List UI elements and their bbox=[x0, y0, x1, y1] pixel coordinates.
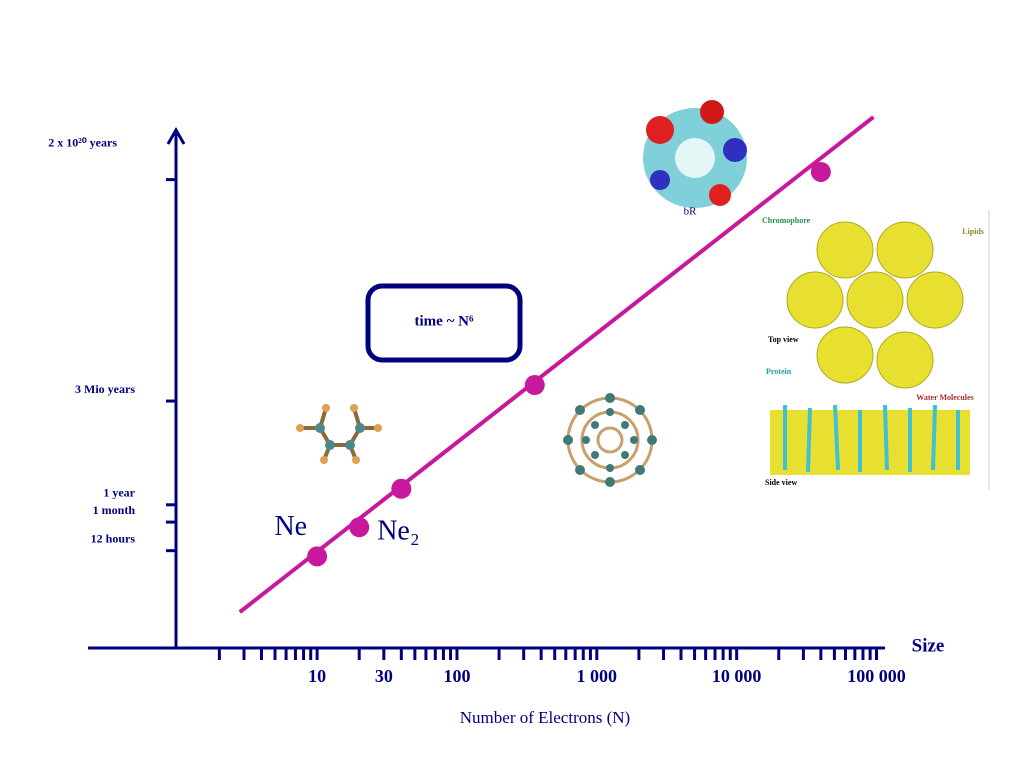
data-point bbox=[391, 478, 412, 499]
data-point bbox=[307, 546, 328, 567]
x-tick-label: 1 000 bbox=[577, 666, 618, 686]
x-axis-end-label: Size bbox=[912, 635, 945, 656]
image-label: Lipids bbox=[962, 227, 984, 236]
image-label: Top view bbox=[768, 335, 799, 344]
trend-line bbox=[238, 115, 875, 614]
image-label: Water Molecules bbox=[916, 393, 973, 402]
y-axis-arrow bbox=[166, 126, 186, 145]
image-label: Side view bbox=[765, 478, 797, 487]
br-image bbox=[643, 100, 747, 208]
c60-image bbox=[563, 393, 657, 487]
x-tick-label: 10 bbox=[308, 666, 326, 686]
y-tick-label: 2 x 10²⁰ years bbox=[48, 135, 117, 149]
image-label: Protein bbox=[766, 367, 792, 376]
y-tick-label: 12 hours bbox=[91, 531, 136, 545]
point-label: Ne bbox=[274, 511, 307, 542]
image-label: Chromophore bbox=[762, 216, 811, 225]
image-label: bR bbox=[684, 206, 698, 218]
data-point bbox=[810, 161, 831, 182]
y-tick-label: 3 Mio years bbox=[75, 382, 135, 396]
x-axis-label: Number of Electrons (N) bbox=[460, 708, 630, 727]
x-tick-label: 100 bbox=[443, 666, 470, 686]
x-tick-label: 10 000 bbox=[712, 666, 762, 686]
membrane-image bbox=[756, 210, 990, 490]
data-point bbox=[524, 375, 545, 396]
y-tick-label: 1 month bbox=[93, 503, 136, 517]
annotation: time ~ N⁶ bbox=[415, 313, 474, 329]
annotation-box bbox=[365, 283, 523, 363]
data-point bbox=[349, 517, 370, 538]
x-tick-label: 30 bbox=[375, 666, 393, 686]
x-tick-label: 100 000 bbox=[847, 666, 906, 686]
y-tick-label: 1 year bbox=[103, 486, 135, 500]
butadiene-image bbox=[296, 404, 382, 464]
point-label: Ne₂ bbox=[377, 516, 419, 547]
